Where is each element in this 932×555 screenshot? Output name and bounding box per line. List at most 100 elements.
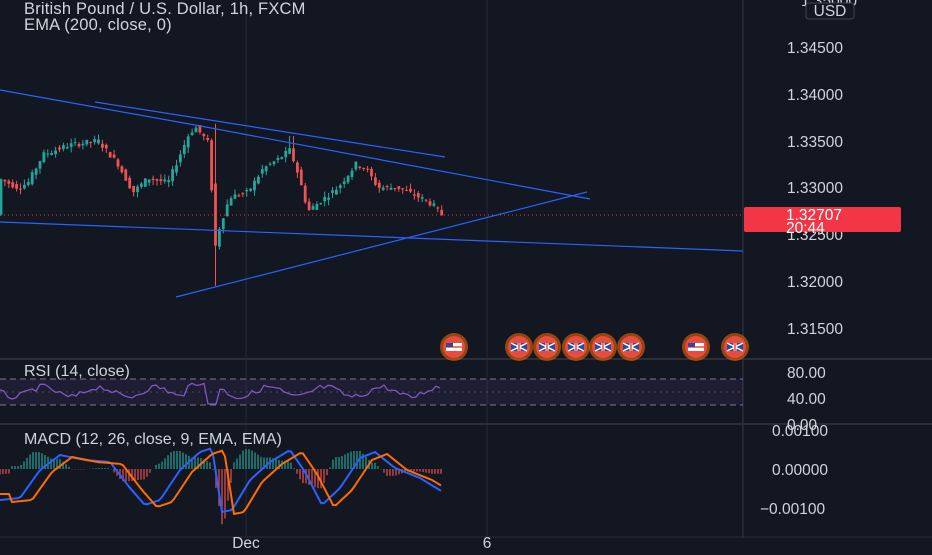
candle-body (268, 163, 272, 165)
candle-body (108, 152, 112, 158)
candle-body (374, 177, 377, 185)
us-flag-icon[interactable] (440, 333, 468, 361)
candle-body (241, 193, 245, 195)
candle-body (120, 166, 124, 173)
candle-body (381, 187, 385, 190)
candle-body (136, 186, 139, 192)
chart-title[interactable]: British Pound / U.S. Dollar, 1h, FXCM (24, 0, 306, 18)
rsi-tick-0: 0.00 (787, 417, 818, 434)
trendline-drawings[interactable] (0, 89, 744, 298)
candle-body (401, 188, 405, 190)
candle-body (331, 190, 334, 193)
macd-tick-bottom: −0.00100 (760, 501, 825, 518)
last-price-countdown: 20:44 (786, 220, 825, 237)
uk-flag-icon[interactable] (721, 333, 749, 361)
candle-body (140, 183, 143, 187)
candle-body (214, 183, 217, 246)
candle-body (54, 150, 57, 155)
candle-body (151, 178, 155, 181)
candle-body (104, 144, 108, 149)
candle-body (416, 193, 420, 198)
candle-body (69, 143, 73, 147)
candle-body (303, 185, 307, 203)
price-tick-label: 1.31500 (787, 321, 843, 338)
candle-body (101, 143, 104, 148)
candle-body (163, 179, 167, 182)
time-label-6: 6 (483, 535, 492, 550)
candle-body (342, 181, 346, 185)
candle-body (81, 143, 85, 146)
candle-body (311, 206, 315, 210)
candle-body (233, 194, 237, 199)
time-label-dec: Dec (232, 535, 260, 550)
candle-body (30, 172, 34, 185)
candle-body (42, 152, 46, 162)
macd-signal-line[interactable] (0, 449, 442, 516)
trendline[interactable] (0, 89, 196, 126)
uk-flag-icon[interactable] (533, 333, 561, 361)
candle-body (264, 166, 268, 172)
price-axis[interactable]: 1.345001.340001.335001.330001.325001.320… (787, 40, 843, 338)
candle-body (128, 177, 132, 189)
candle-body (346, 175, 350, 183)
candle-body (93, 139, 96, 143)
trendline[interactable] (175, 191, 588, 298)
candle-body (202, 134, 206, 137)
candle-body (288, 148, 291, 154)
candle-body (89, 141, 93, 143)
candle-body (167, 180, 171, 183)
us-flag-icon[interactable] (682, 333, 710, 361)
candle-body (428, 201, 432, 206)
trendline[interactable] (194, 124, 591, 200)
candle-body (38, 161, 42, 169)
price-tick-label: 1.34000 (787, 87, 843, 104)
rsi-tick-80: 80.00 (787, 365, 826, 382)
candle-body (186, 136, 190, 148)
candle-body (194, 127, 198, 133)
candle-body (97, 139, 100, 144)
candle-body (440, 209, 444, 216)
candle-body (159, 179, 163, 182)
rsi-line[interactable] (0, 382, 441, 405)
candle-body (272, 161, 276, 165)
candle-body (182, 144, 186, 154)
candle-body (229, 198, 233, 206)
last-price-value: 1.32707 (786, 207, 842, 224)
rsi-tick-40: 40.00 (787, 391, 826, 408)
candle-body (389, 187, 393, 190)
candle-body (206, 138, 210, 140)
candle-body (225, 204, 229, 217)
candle-body (15, 183, 18, 189)
uk-flag-icon[interactable] (589, 333, 617, 361)
candle-body (62, 145, 65, 149)
candle-body (85, 139, 89, 145)
candle-body (366, 168, 369, 170)
candle-body (338, 185, 342, 189)
candle-body (77, 143, 81, 147)
uk-flag-icon[interactable] (562, 333, 590, 361)
macd-label[interactable]: MACD (12, 26, close, 9, EMA, EMA) (24, 431, 282, 448)
candle-body (116, 159, 120, 167)
uk-flag-icon[interactable] (505, 333, 533, 361)
candle-body (19, 188, 22, 190)
economic-events-bar[interactable] (440, 333, 749, 361)
trendline[interactable] (0, 221, 744, 252)
candle-body (327, 197, 330, 200)
candle-body (257, 176, 260, 184)
candle-body (7, 180, 11, 184)
candle-body (319, 203, 323, 205)
ema-indicator-label[interactable]: EMA (200, close, 0) (24, 16, 172, 34)
candle-body (299, 169, 303, 186)
currency-badge[interactable] (805, 2, 855, 20)
candle-series[interactable] (0, 123, 444, 286)
candle-body (179, 154, 182, 163)
uk-flag-icon[interactable] (617, 333, 645, 361)
candle-body (132, 185, 135, 193)
candle-body (377, 182, 381, 188)
trendline[interactable] (94, 101, 446, 158)
candle-body (284, 151, 288, 158)
candle-body (393, 188, 397, 190)
rsi-label[interactable]: RSI (14, close) (24, 363, 130, 380)
